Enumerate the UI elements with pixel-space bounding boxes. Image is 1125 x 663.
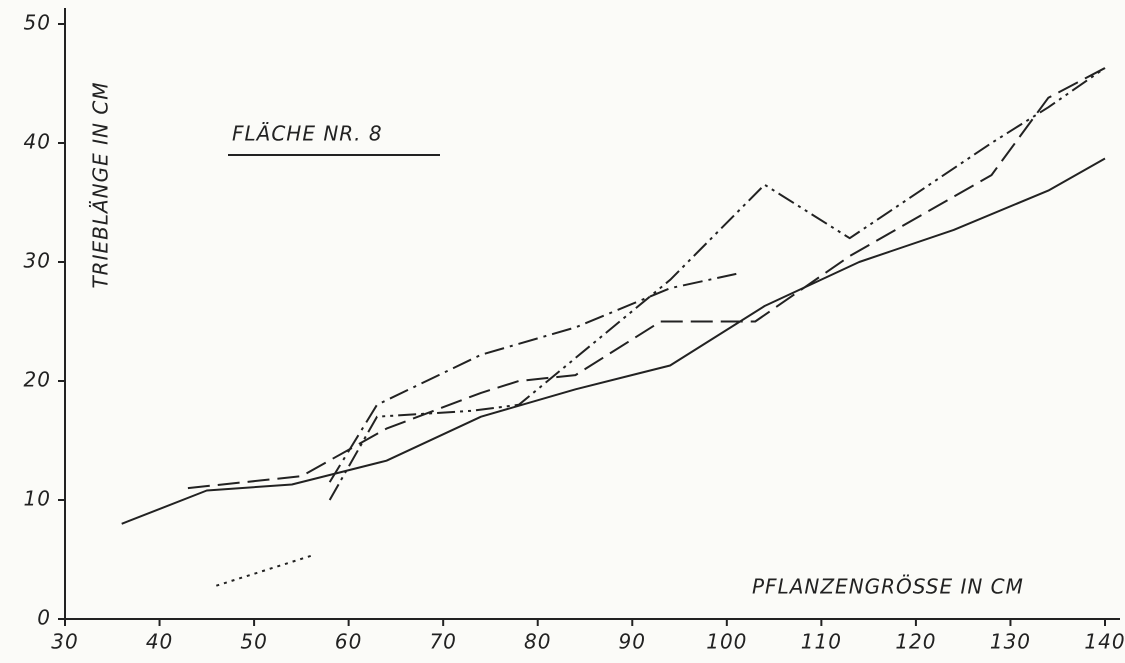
y-tick-label: 30 — [24, 249, 51, 273]
y-tick-label: 40 — [24, 130, 51, 154]
x-tick-label: 70 — [429, 630, 456, 654]
x-tick-label: 100 — [706, 630, 747, 654]
line-series — [328, 272, 737, 483]
x-tick-label: 120 — [895, 630, 936, 654]
y-tick-label: 0 — [37, 606, 51, 630]
x-tick-label: 60 — [335, 630, 362, 654]
y-tick-label: 50 — [24, 11, 51, 35]
x-tick-label: 140 — [1084, 630, 1125, 654]
line-series — [215, 554, 312, 587]
x-axis-label: PFLANZENGRÖSSE IN CM — [752, 575, 1024, 599]
x-tick-label: 50 — [240, 630, 267, 654]
x-tick-label: 130 — [990, 630, 1031, 654]
x-tick-label: 90 — [619, 630, 646, 654]
chart-title: FLÄCHE NR. 8 — [232, 122, 383, 146]
x-tick-label: 110 — [801, 630, 842, 654]
y-tick-label: 20 — [24, 368, 51, 392]
line-series — [187, 67, 1106, 490]
x-tick-label: 30 — [51, 630, 78, 654]
line-series — [121, 157, 1106, 525]
y-tick-label: 10 — [24, 487, 51, 511]
x-tick-label: 80 — [524, 630, 551, 654]
x-tick-label: 40 — [146, 630, 173, 654]
y-axis-label: TRIEBLÄNGE IN CM — [89, 81, 113, 288]
line-series — [328, 67, 1106, 501]
